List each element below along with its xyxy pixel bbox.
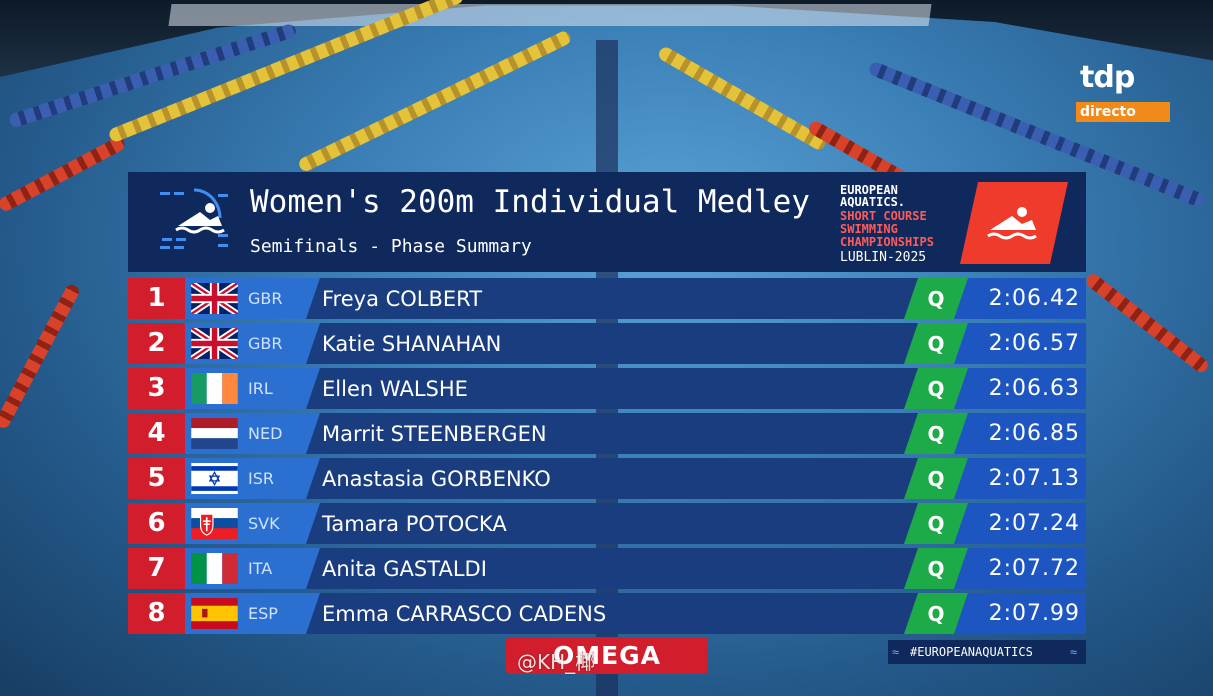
nation-code: GBR [248,289,283,308]
nation-code: NED [248,424,283,443]
rank-number: 6 [128,503,185,544]
nation-code: SVK [248,514,280,533]
athlete-name: Emma CARRASCO CADENS [322,602,607,626]
irl-flag [191,373,238,404]
race-time: 2:07.24 [988,511,1080,536]
time-cell [954,278,1086,319]
time-cell [954,323,1086,364]
event-subtitle: Semifinals - Phase Summary [250,236,532,257]
name-cell [306,278,926,319]
athlete-name: Marrit STEENBERGEN [322,422,547,446]
championship-logo-line: EUROPEAN [840,183,898,197]
results-header: Women's 200m Individual Medley Semifinal… [128,172,1086,272]
ned-flag [191,418,238,449]
time-cell [954,458,1086,499]
name-cell [306,503,926,544]
gbr-flag [191,283,238,314]
rank-number: 7 [128,548,185,589]
race-time: 2:06.42 [988,286,1080,311]
race-time: 2:07.99 [988,601,1080,626]
hashtag-banner: ≈ #EUROPEANAQUATICS ≈ [888,640,1086,664]
qualifier-badge: Q [927,287,945,311]
nation-code: ITA [248,559,273,578]
race-time: 2:06.85 [988,421,1080,446]
swimmer-icon [160,188,228,249]
result-row: 2 GBR Katie SHANAHAN Q 2:06.57 [128,323,1086,364]
gbr-flag [191,328,238,359]
result-row: 4 NED Marrit STEENBERGEN Q 2:06.85 [128,413,1086,454]
athlete-name: Katie SHANAHAN [322,332,502,356]
athlete-name: Anita GASTALDI [322,557,487,581]
esp-flag [191,598,238,629]
live-status-label: directo [1076,102,1170,122]
time-cell [954,503,1086,544]
qualifier-badge: Q [927,467,945,491]
name-cell [306,413,926,454]
time-cell [954,593,1086,634]
race-time: 2:06.63 [988,376,1080,401]
athlete-name: Tamara POTOCKA [322,512,507,536]
name-cell [306,458,926,499]
athlete-name: Ellen WALSHE [322,377,468,401]
nation-code: GBR [248,334,283,353]
rank-number: 4 [128,413,185,454]
hashtag-text: #EUROPEANAQUATICS [910,645,1033,659]
championship-logo-line: CHAMPIONSHIPS [840,235,934,249]
race-time: 2:06.57 [988,331,1080,356]
ita-flag [191,553,238,584]
nation-code: ESP [248,604,278,623]
name-cell [306,323,926,364]
rank-number: 8 [128,593,185,634]
wave-icon: ≈ [1070,645,1078,659]
rank-number: 5 [128,458,185,499]
athlete-name: Freya COLBERT [322,287,483,311]
lane-rope [1083,271,1211,375]
svk-flag [191,508,238,539]
qualifier-badge: Q [927,422,945,446]
qualifier-badge: Q [927,602,945,626]
sponsor-logo: OMEGA [506,637,708,674]
nation-code: ISR [248,469,274,488]
name-cell [306,368,926,409]
event-title: Women's 200m Individual Medley [250,184,810,220]
championship-logo: EUROPEAN AQUATICS. SHORT COURSE SWIMMING… [840,182,958,268]
broadcaster-logo-text: tdp [1080,60,1135,95]
championship-logo-line: SWIMMING [840,222,898,236]
time-cell [954,413,1086,454]
wave-icon: ≈ [892,645,900,659]
name-cell [306,548,926,589]
result-row: 8 ESP Emma CARRASCO CADENS Q 2:07.99 [128,593,1086,634]
sponsor-boards [168,4,932,26]
championship-location: LUBLIN-2025 [840,250,927,265]
qualifier-badge: Q [927,332,945,356]
lane-rope [0,282,82,431]
time-cell [954,548,1086,589]
championship-logo-line: AQUATICS. [840,195,906,209]
watermark: @KH_椰 [517,650,596,674]
time-cell [954,368,1086,409]
race-time: 2:07.13 [988,466,1080,491]
lane-rope [656,44,829,153]
result-row: 6 SVK Tamara POTOCKA Q 2:07.24 [128,503,1086,544]
name-cell [306,593,926,634]
race-time: 2:07.72 [988,556,1080,581]
broadcaster-logo: tdp directo [1074,60,1174,122]
swimmer-badge-icon [960,182,1068,264]
qualifier-badge: Q [927,557,945,581]
result-row: 3 IRL Ellen WALSHE Q 2:06.63 [128,368,1086,409]
result-row: 7 ITA Anita GASTALDI Q 2:07.72 [128,548,1086,589]
nation-code: IRL [248,379,273,398]
rank-number: 1 [128,278,185,319]
athlete-name: Anastasia GORBENKO [322,467,551,491]
lane-rope [0,135,127,214]
result-row: 5 ISR Anastasia GORBENKO Q 2:07.13 [128,458,1086,499]
result-row: 1 GBR Freya COLBERT Q 2:06.42 [128,278,1086,319]
rank-number: 2 [128,323,185,364]
qualifier-badge: Q [927,377,945,401]
rank-number: 3 [128,368,185,409]
isr-flag [191,463,238,494]
championship-logo-line: SHORT COURSE [840,209,927,223]
qualifier-badge: Q [927,512,945,536]
